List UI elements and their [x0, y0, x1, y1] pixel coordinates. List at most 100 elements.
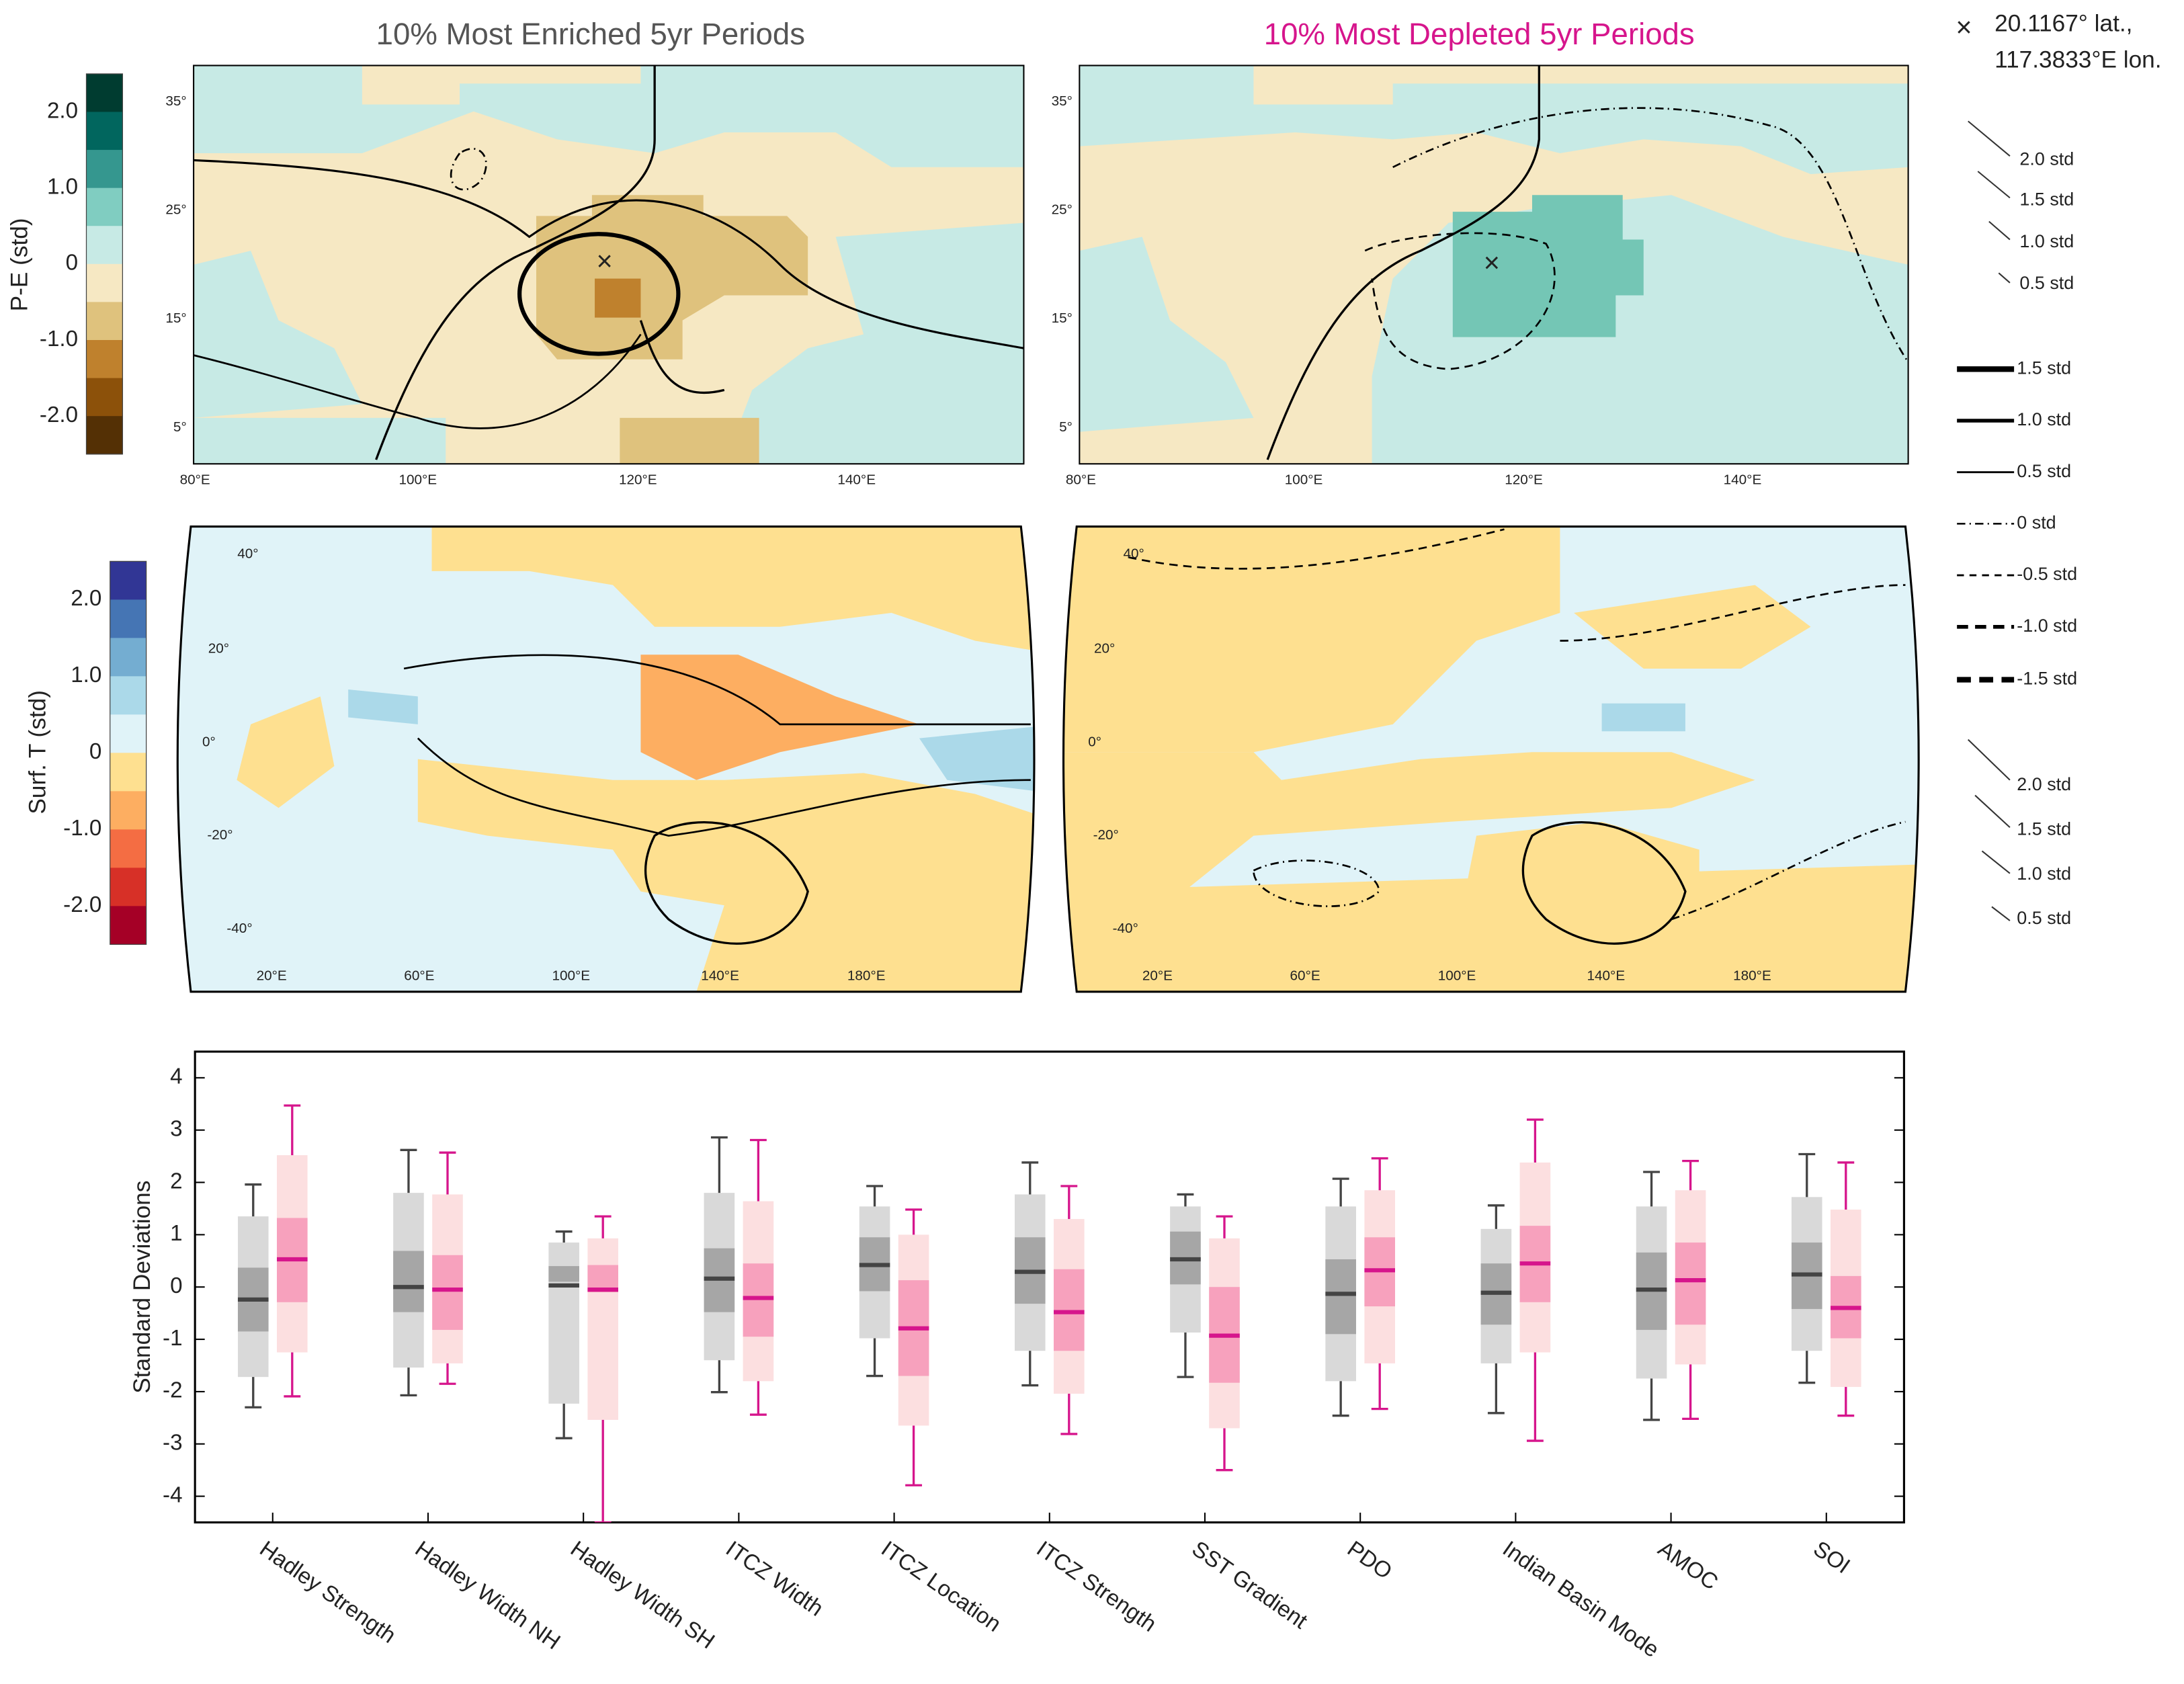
y-tick-label: -2 [163, 1378, 182, 1403]
lat-label: 25° [165, 202, 186, 217]
lon-label: 60°E [404, 968, 434, 983]
colorbar-swatch [86, 416, 123, 455]
colorbar-tick-label: -2.0 [40, 403, 78, 427]
colorbar-tick-label: 2.0 [71, 586, 101, 611]
lat-label: 40° [237, 546, 258, 561]
inner-box [548, 1266, 579, 1282]
lat-label: -20° [1093, 827, 1119, 843]
lon-label: 100°E [1285, 472, 1323, 488]
contour-key-label: 0.5 std [2017, 461, 2071, 481]
contour-key-label: 1.5 std [2017, 357, 2071, 378]
colorbar-tick-label: -2.0 [63, 892, 101, 917]
lon-label: 140°E [1587, 968, 1625, 983]
inner-box [1675, 1243, 1706, 1325]
colorbar-tick-label: 1.0 [71, 663, 101, 687]
lat-label: 0° [202, 734, 216, 749]
x-tick-label: PDO [1343, 1536, 1396, 1585]
vector-keys [1968, 120, 2011, 921]
inner-box [393, 1251, 424, 1312]
contour-key-label: 1.0 std [2017, 409, 2071, 429]
x-tick-label: ITCZ Strength [1032, 1536, 1161, 1637]
map-pe-depleted: × [1079, 65, 1908, 464]
lat-label: 35° [165, 93, 186, 109]
lon-label: 120°E [619, 472, 657, 488]
lon-label: 20°E [257, 968, 287, 983]
lon-label: 140°E [837, 472, 876, 488]
lon-label: 180°E [847, 968, 886, 983]
lat-label: 5° [1059, 419, 1073, 435]
lon-label: 100°E [1438, 968, 1476, 983]
colorbar-tick-label: 0 [89, 739, 101, 764]
lat-label: -40° [1113, 921, 1138, 936]
y-tick-label: 0 [170, 1273, 182, 1298]
lon-label: 100°E [552, 968, 590, 983]
colorbar-tick-label: -1.0 [40, 327, 78, 351]
colorbar-tick-label: 0 [66, 251, 78, 276]
inner-box [1325, 1259, 1356, 1335]
lat-label: 15° [1052, 310, 1073, 326]
vector-key-label: 1.5 std [2019, 190, 2074, 210]
colorbar-swatch [110, 561, 146, 600]
colorbar-swatch [110, 753, 146, 792]
map-t-enriched [177, 526, 1034, 992]
lon-label: 140°E [1724, 472, 1762, 488]
lon-label: 80°E [1066, 472, 1096, 488]
site-marker: × [596, 245, 612, 277]
colorbar-tick-label: 2.0 [47, 98, 78, 123]
y-tick-label: 1 [170, 1221, 182, 1246]
lat-label: 20° [1094, 640, 1115, 656]
inner-box [743, 1263, 774, 1337]
contour-keys [1957, 366, 2015, 683]
x-tick-label: SOI [1809, 1536, 1855, 1578]
lat-label: 35° [1052, 93, 1073, 109]
site-lon: 117.3833°E lon. [1994, 47, 2161, 73]
colorbar-swatch [86, 226, 123, 265]
lat-label: 0° [1088, 734, 1101, 749]
x-tick-label: ITCZ Width [721, 1536, 828, 1621]
lon-label: 180°E [1733, 968, 1771, 983]
lon-label: 120°E [1505, 472, 1543, 488]
lat-label: 40° [1124, 546, 1144, 561]
site-marker: × [1484, 247, 1500, 278]
vector-key-label: 1.0 std [2017, 864, 2071, 884]
lon-label: 20°E [1142, 968, 1173, 983]
lon-label: 140°E [701, 968, 739, 983]
lat-label: 5° [173, 419, 187, 435]
colorbar-label: Surf. T (std) [24, 690, 50, 814]
panel-title: 10% Most Depleted 5yr Periods [1264, 17, 1695, 51]
colorbar-tick-label: -1.0 [63, 816, 101, 841]
vector-key-label: 0.5 std [2017, 908, 2071, 928]
map-frame [1079, 65, 1909, 465]
inner-box [1054, 1269, 1085, 1351]
contour-key-label: -0.5 std [2017, 564, 2077, 584]
colorbar-swatch [86, 150, 123, 189]
lat-label: 25° [1052, 202, 1073, 217]
vector-key-label: 2.0 std [2019, 149, 2074, 169]
colorbar-label: P-E (std) [6, 218, 32, 311]
colorbar-frame [85, 73, 124, 455]
lat-label: 15° [165, 310, 186, 326]
map-t-depleted [1063, 526, 1919, 992]
map-frame [193, 65, 1025, 465]
colorbar-swatch [110, 791, 146, 830]
contour-key-label: -1.5 std [2017, 669, 2077, 689]
colorbar-swatch [110, 714, 146, 753]
y-tick-label: -3 [163, 1431, 182, 1456]
y-tick-label: -1 [163, 1326, 182, 1351]
colorbar-swatch [86, 263, 123, 303]
colorbar-swatch [110, 906, 146, 945]
contour-key-label: 0 std [2017, 512, 2056, 532]
site-symbol: × [1956, 11, 1972, 43]
x-tick-label: ITCZ Location [876, 1536, 1005, 1637]
lon-label: 100°E [398, 472, 437, 488]
panel-title: 10% Most Enriched 5yr Periods [376, 17, 805, 51]
y-tick-label: 3 [170, 1116, 182, 1141]
map-pe-enriched: × [194, 65, 1024, 464]
y-tick-label: 2 [170, 1169, 182, 1193]
colorbar-frame [110, 560, 147, 945]
site-lat: 20.1167° lat., [1994, 11, 2132, 37]
x-tick-label: Hadley Width SH [566, 1536, 719, 1654]
y-tick-label: 4 [170, 1064, 182, 1089]
